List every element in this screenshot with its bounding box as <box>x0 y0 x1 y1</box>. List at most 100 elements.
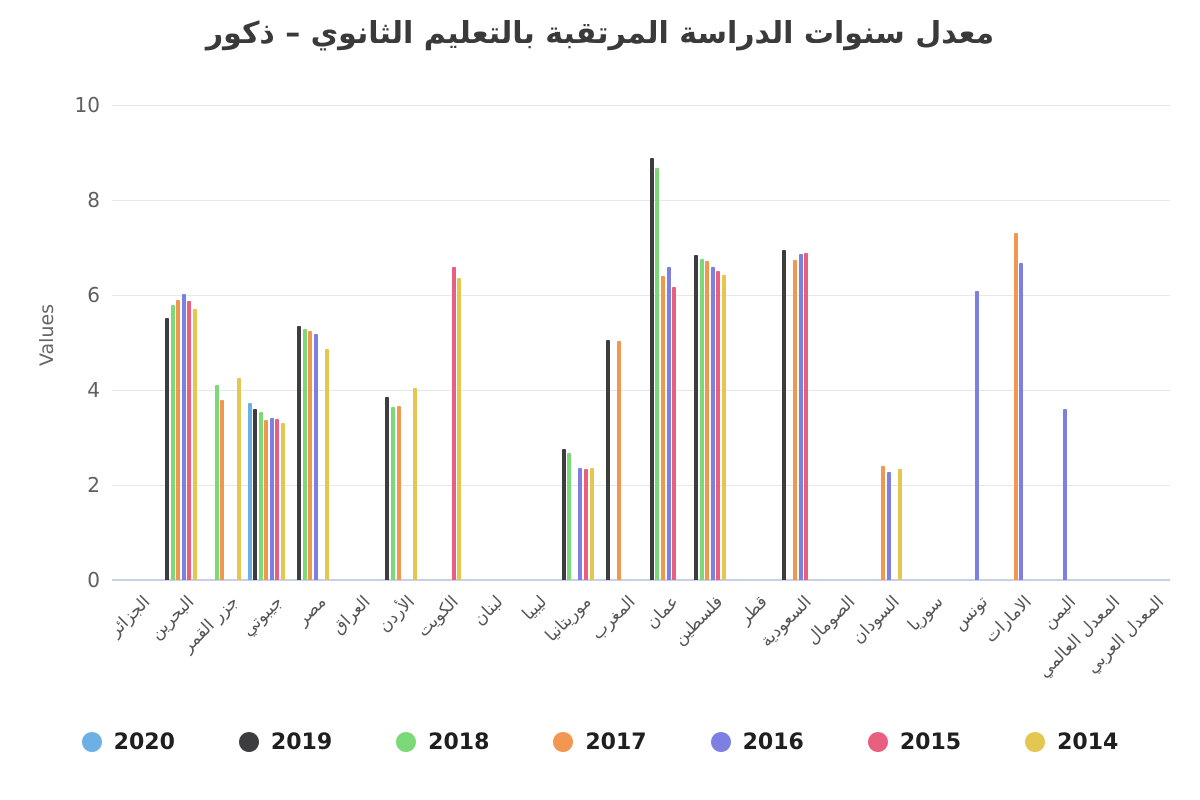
y-tick-label-2: 2 <box>87 473 100 497</box>
bar-2014-4 <box>325 349 329 580</box>
legend-label: 2020 <box>113 729 175 755</box>
bar-2019-10 <box>561 449 566 580</box>
bar-2017-11 <box>616 340 621 580</box>
legend-item-2020[interactable]: 2020 <box>81 729 175 755</box>
bar-2014-10 <box>589 468 594 580</box>
bar-2016-15 <box>798 254 803 580</box>
legend-swatch-icon <box>710 732 731 752</box>
bar-2015-15 <box>804 252 809 580</box>
bar-2016-1 <box>181 294 186 580</box>
gridline-y-8 <box>112 200 1170 201</box>
chart-title: معدل سنوات الدراسة المرتقبة بالتعليم الث… <box>205 16 995 51</box>
bar-2019-4 <box>297 325 302 580</box>
y-tick-label-6: 6 <box>87 283 100 307</box>
x-tick-label-4: مصر <box>292 592 331 630</box>
x-tick-label-5: العراق <box>328 592 375 639</box>
legend-label: 2015 <box>899 729 962 755</box>
x-tick-label-11: المغرب <box>587 592 640 644</box>
legend-swatch-icon <box>238 732 259 752</box>
gridline-y-4 <box>112 390 1170 391</box>
gridline-y-10 <box>112 105 1170 106</box>
bar-2016-10 <box>578 468 583 580</box>
legend-item-2018[interactable]: 2018 <box>396 730 489 755</box>
bar-2020-3 <box>247 402 252 580</box>
bar-2018-13 <box>699 258 704 580</box>
bar-2017-15 <box>793 259 798 580</box>
bar-2018-10 <box>567 452 572 580</box>
bar-2017-4 <box>308 331 313 580</box>
bar-2018-12 <box>655 167 660 580</box>
bar-2016-19 <box>975 291 980 580</box>
bar-2014-1 <box>192 308 197 580</box>
bar-2018-3 <box>258 411 263 580</box>
y-tick-label-0: 0 <box>87 568 100 592</box>
y-tick-label-4: 4 <box>87 378 100 402</box>
bar-2016-4 <box>313 334 318 580</box>
x-tick-label-7: الكويت <box>413 592 463 642</box>
bar-2017-17 <box>881 466 886 580</box>
bar-2019-3 <box>253 409 258 580</box>
bar-2014-17 <box>898 469 903 580</box>
legend: 2020 2019 2018 2017 2016 2015 2014 <box>0 720 1200 764</box>
x-tick-label-17: السودان <box>848 592 904 648</box>
bar-2015-13 <box>716 271 721 580</box>
bar-2017-12 <box>661 275 666 580</box>
x-tick-label-10: موريتانيا <box>541 592 596 646</box>
legend-swatch-icon <box>867 732 888 752</box>
bar-2016-12 <box>666 266 671 580</box>
legend-swatch-icon <box>1025 732 1046 752</box>
bar-2018-6 <box>390 406 395 580</box>
x-tick-label-0: الجزائر <box>105 592 155 641</box>
bar-2014-6 <box>413 387 418 580</box>
bar-2016-21 <box>1063 409 1068 580</box>
bar-2015-12 <box>672 286 677 580</box>
bar-2015-7 <box>451 266 456 580</box>
bar-2017-6 <box>396 406 401 580</box>
legend-label: 2016 <box>742 729 804 755</box>
legend-swatch-icon <box>396 732 417 752</box>
bar-2014-2 <box>236 378 241 580</box>
y-tick-label-10: 10 <box>74 93 100 117</box>
x-tick-label-3: جيبوتي <box>238 592 287 641</box>
legend-item-2017[interactable]: 2017 <box>553 730 647 755</box>
legend-swatch-icon <box>81 732 102 752</box>
x-tick-label-6: الأردن <box>374 592 419 637</box>
bar-2017-1 <box>176 299 181 580</box>
bar-2019-6 <box>385 396 390 580</box>
bar-2016-17 <box>887 471 891 580</box>
x-tick-label-18: سوريا <box>904 592 948 636</box>
bar-2018-2 <box>214 385 219 580</box>
bar-2019-15 <box>782 249 787 580</box>
legend-label: 2014 <box>1057 729 1119 755</box>
bar-2019-11 <box>605 339 610 580</box>
x-tick-label-9: ليبيا <box>518 592 551 625</box>
bar-2015-1 <box>187 300 192 580</box>
legend-item-2016[interactable]: 2016 <box>710 729 804 755</box>
legend-label: 2018 <box>428 729 490 755</box>
gridline-y-2 <box>112 485 1170 486</box>
bar-2019-12 <box>649 158 654 580</box>
x-tick-label-13: فلسطين <box>670 592 728 650</box>
x-tick-label-16: الصومال <box>802 592 860 649</box>
x-tick-label-14: قطر <box>734 592 772 629</box>
bar-2019-13 <box>694 255 699 580</box>
bar-2016-20 <box>1019 262 1024 580</box>
bar-2014-13 <box>721 275 726 580</box>
bar-2016-13 <box>710 267 715 580</box>
bar-2015-3 <box>275 419 280 580</box>
bar-2014-3 <box>280 423 285 580</box>
y-tick-label-8: 8 <box>87 188 100 212</box>
bar-2018-1 <box>170 304 175 580</box>
bar-2017-2 <box>220 399 225 580</box>
bar-2018-4 <box>302 329 307 580</box>
legend-item-2015[interactable]: 2015 <box>867 729 962 755</box>
bar-2017-13 <box>705 261 710 580</box>
x-tick-label-8: لبنان <box>469 592 507 630</box>
x-axis-line <box>112 579 1170 581</box>
bar-2019-1 <box>165 317 170 580</box>
legend-item-2014[interactable]: 2014 <box>1025 730 1118 755</box>
bar-2017-3 <box>264 420 269 580</box>
x-tick-label-20: الامارات <box>980 592 1036 647</box>
legend-item-2019[interactable]: 2019 <box>238 730 332 755</box>
